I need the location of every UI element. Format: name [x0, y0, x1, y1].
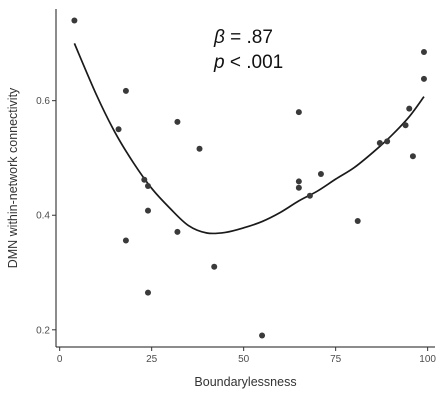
- data-point: [115, 126, 122, 133]
- ticks: 0 25 50 75 100 0.2 0.4 0.6: [36, 96, 436, 365]
- fit-line-group: [73, 43, 425, 235]
- data-point: [402, 122, 409, 129]
- x-tick-label: 25: [146, 354, 158, 365]
- x-tick-label: 50: [238, 354, 250, 365]
- data-point: [420, 75, 427, 82]
- data-point: [174, 118, 181, 125]
- data-point: [211, 263, 218, 270]
- beta-annotation: β = .87: [213, 27, 273, 48]
- data-point: [122, 87, 129, 94]
- data-point: [71, 17, 78, 24]
- data-point: [141, 176, 148, 183]
- y-axis-title: DMN within-network connectivity: [6, 87, 20, 268]
- annotations: β = .87 p < .001: [213, 27, 283, 73]
- data-point: [144, 289, 151, 296]
- fit-line: [73, 43, 425, 235]
- data-point: [406, 105, 413, 112]
- data-point: [196, 145, 203, 152]
- data-point: [259, 332, 266, 339]
- data-point: [420, 48, 427, 55]
- x-tick-label: 0: [57, 354, 63, 365]
- p-value-annotation: p < .001: [213, 52, 283, 73]
- data-point: [295, 109, 302, 116]
- data-point: [409, 153, 416, 160]
- data-point: [306, 192, 313, 199]
- data-point: [295, 178, 302, 185]
- axes: [55, 9, 435, 348]
- data-point: [354, 217, 361, 224]
- data-point: [295, 184, 302, 191]
- data-point: [144, 207, 151, 214]
- data-point: [384, 138, 391, 145]
- y-tick-label: 0.4: [36, 211, 50, 222]
- data-point: [122, 237, 129, 244]
- data-point: [317, 170, 324, 177]
- x-tick-label: 75: [330, 354, 342, 365]
- data-points: [71, 17, 427, 339]
- x-axis-title: Boundarylessness: [194, 375, 296, 389]
- y-tick-label: 0.6: [36, 96, 50, 107]
- x-tick-label: 100: [419, 354, 436, 365]
- data-point: [376, 140, 383, 147]
- data-point: [174, 228, 181, 235]
- data-point: [144, 183, 151, 190]
- y-tick-label: 0.2: [36, 325, 50, 336]
